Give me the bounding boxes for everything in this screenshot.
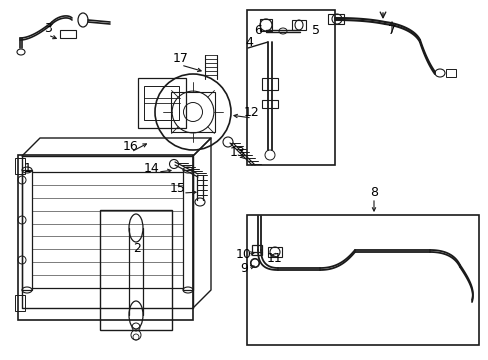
- Text: 10: 10: [236, 248, 251, 261]
- Bar: [143, 86, 179, 120]
- Text: 11: 11: [266, 252, 282, 265]
- Text: 8: 8: [369, 185, 377, 198]
- Bar: [327, 14, 343, 24]
- Bar: [15, 295, 25, 311]
- Bar: [138, 78, 185, 128]
- Bar: [15, 158, 25, 174]
- Bar: [260, 19, 271, 31]
- Bar: [246, 215, 478, 345]
- Bar: [251, 245, 262, 255]
- Ellipse shape: [78, 13, 88, 27]
- Text: 15: 15: [170, 181, 185, 194]
- Bar: [60, 30, 76, 38]
- Text: 1: 1: [24, 162, 32, 175]
- Text: 2: 2: [133, 242, 141, 255]
- Bar: [267, 247, 282, 257]
- Bar: [183, 170, 193, 290]
- Bar: [445, 69, 455, 77]
- Bar: [18, 155, 193, 320]
- Bar: [246, 10, 334, 165]
- Text: 16: 16: [123, 140, 139, 153]
- Bar: [100, 210, 172, 330]
- Text: 7: 7: [387, 23, 395, 36]
- Text: 5: 5: [311, 23, 319, 36]
- Bar: [291, 20, 305, 30]
- Bar: [262, 78, 278, 90]
- Bar: [262, 100, 278, 108]
- Bar: [171, 92, 215, 132]
- Bar: [22, 170, 32, 290]
- Text: 12: 12: [244, 105, 259, 118]
- Text: 13: 13: [230, 145, 245, 158]
- Text: 17: 17: [173, 51, 188, 64]
- Text: 6: 6: [254, 23, 262, 36]
- Text: 3: 3: [44, 22, 52, 35]
- Text: 9: 9: [240, 261, 247, 274]
- Text: 14: 14: [144, 162, 160, 175]
- Text: 4: 4: [244, 36, 252, 49]
